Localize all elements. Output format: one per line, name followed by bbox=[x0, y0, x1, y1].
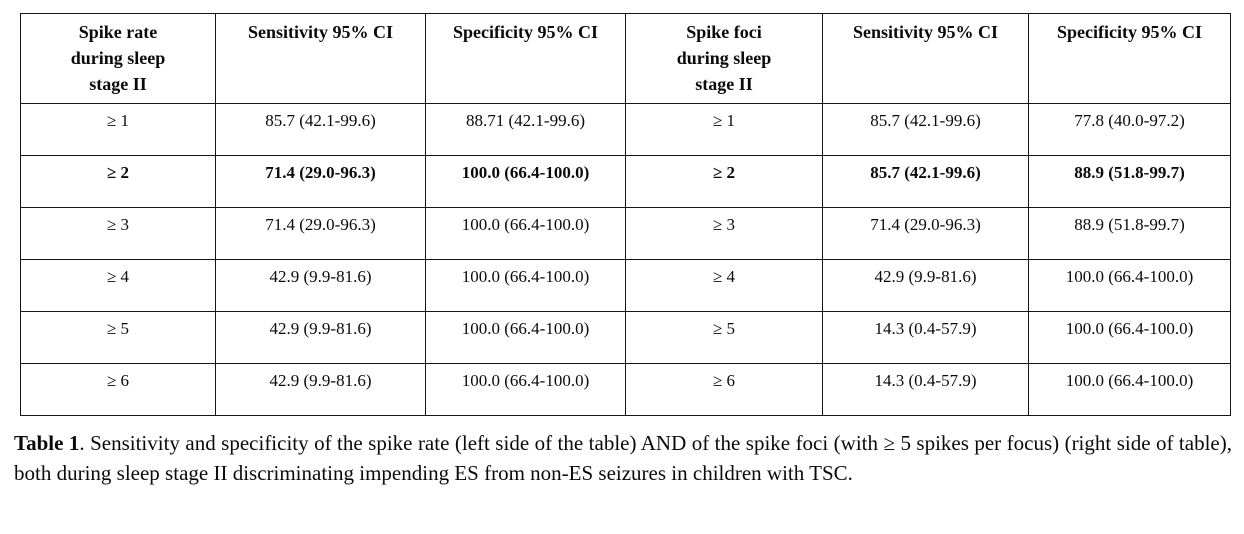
cell-sensitivity-left: 85.7 (42.1-99.6) bbox=[215, 103, 426, 156]
header-specificity-left-label: Specificity 95% CI bbox=[453, 22, 598, 42]
cell-threshold: ≥ 1 bbox=[20, 103, 216, 156]
cell-specificity-left: 100.0 (66.4-100.0) bbox=[425, 155, 626, 208]
cell-specificity-right: 100.0 (66.4-100.0) bbox=[1028, 363, 1231, 416]
cell-sensitivity-left: 71.4 (29.0-96.3) bbox=[215, 207, 426, 260]
cell-sensitivity-right: 14.3 (0.4-57.9) bbox=[822, 311, 1029, 364]
header-spike-rate: Spike rate during sleep stage II bbox=[20, 13, 216, 104]
cell-threshold-foci: ≥ 2 bbox=[625, 155, 823, 208]
cell-sensitivity-right: 42.9 (9.9-81.6) bbox=[822, 259, 1029, 312]
table-row-ge6: ≥ 6 42.9 (9.9-81.6) 100.0 (66.4-100.0) ≥… bbox=[20, 363, 1231, 416]
header-specificity-right: Specificity 95% CI bbox=[1028, 13, 1231, 104]
cell-threshold: ≥ 5 bbox=[20, 311, 216, 364]
cell-sensitivity-right: 14.3 (0.4-57.9) bbox=[822, 363, 1029, 416]
table-row-ge2: ≥ 2 71.4 (29.0-96.3) 100.0 (66.4-100.0) … bbox=[20, 155, 1231, 208]
cell-threshold: ≥ 2 bbox=[20, 155, 216, 208]
cell-threshold-foci: ≥ 6 bbox=[625, 363, 823, 416]
header-sensitivity-left-label: Sensitivity 95% CI bbox=[247, 22, 393, 42]
cell-threshold-foci: ≥ 3 bbox=[625, 207, 823, 260]
cell-sensitivity-right: 71.4 (29.0-96.3) bbox=[822, 207, 1029, 260]
cell-sensitivity-left: 42.9 (9.9-81.6) bbox=[215, 363, 426, 416]
sensitivity-specificity-table: Spike rate during sleep stage II Sensiti… bbox=[20, 13, 1231, 416]
cell-specificity-right: 88.9 (51.8-99.7) bbox=[1028, 207, 1231, 260]
cell-specificity-left: 100.0 (66.4-100.0) bbox=[425, 311, 626, 364]
cell-specificity-left: 100.0 (66.4-100.0) bbox=[425, 259, 626, 312]
header-specificity-right-label: Specificity 95% CI bbox=[1057, 22, 1202, 42]
header-sensitivity-left: Sensitivity 95% CI bbox=[215, 13, 426, 104]
caption-text: . Sensitivity and specificity of the spi… bbox=[14, 431, 1232, 485]
header-row: Spike rate during sleep stage II Sensiti… bbox=[20, 13, 1231, 104]
cell-sensitivity-left: 42.9 (9.9-81.6) bbox=[215, 259, 426, 312]
header-sensitivity-right-label: Sensitivity 95% CI bbox=[852, 22, 998, 42]
table-row-ge4: ≥ 4 42.9 (9.9-81.6) 100.0 (66.4-100.0) ≥… bbox=[20, 259, 1231, 312]
header-specificity-left: Specificity 95% CI bbox=[425, 13, 626, 104]
cell-threshold: ≥ 6 bbox=[20, 363, 216, 416]
cell-specificity-left: 100.0 (66.4-100.0) bbox=[425, 363, 626, 416]
header-sensitivity-right: Sensitivity 95% CI bbox=[822, 13, 1029, 104]
cell-specificity-right: 88.9 (51.8-99.7) bbox=[1028, 155, 1231, 208]
header-spike-rate-label: Spike rate during sleep stage II bbox=[70, 22, 166, 94]
cell-specificity-left: 100.0 (66.4-100.0) bbox=[425, 207, 626, 260]
cell-sensitivity-left: 42.9 (9.9-81.6) bbox=[215, 311, 426, 364]
table-row-ge3: ≥ 3 71.4 (29.0-96.3) 100.0 (66.4-100.0) … bbox=[20, 207, 1231, 260]
cell-threshold-foci: ≥ 4 bbox=[625, 259, 823, 312]
cell-threshold-foci: ≥ 1 bbox=[625, 103, 823, 156]
table-caption: Table 1. Sensitivity and specificity of … bbox=[14, 428, 1232, 488]
cell-sensitivity-right: 85.7 (42.1-99.6) bbox=[822, 155, 1029, 208]
cell-sensitivity-right: 85.7 (42.1-99.6) bbox=[822, 103, 1029, 156]
cell-threshold: ≥ 4 bbox=[20, 259, 216, 312]
header-spike-foci: Spike foci during sleep stage II bbox=[625, 13, 823, 104]
cell-specificity-right: 77.8 (40.0-97.2) bbox=[1028, 103, 1231, 156]
cell-threshold-foci: ≥ 5 bbox=[625, 311, 823, 364]
cell-threshold: ≥ 3 bbox=[20, 207, 216, 260]
table-row-ge1: ≥ 1 85.7 (42.1-99.6) 88.71 (42.1-99.6) ≥… bbox=[20, 103, 1231, 156]
header-spike-foci-label: Spike foci during sleep stage II bbox=[676, 22, 772, 94]
caption-label: Table 1 bbox=[14, 431, 80, 455]
cell-specificity-right: 100.0 (66.4-100.0) bbox=[1028, 259, 1231, 312]
cell-sensitivity-left: 71.4 (29.0-96.3) bbox=[215, 155, 426, 208]
table-row-ge5: ≥ 5 42.9 (9.9-81.6) 100.0 (66.4-100.0) ≥… bbox=[20, 311, 1231, 364]
cell-specificity-left: 88.71 (42.1-99.6) bbox=[425, 103, 626, 156]
cell-specificity-right: 100.0 (66.4-100.0) bbox=[1028, 311, 1231, 364]
